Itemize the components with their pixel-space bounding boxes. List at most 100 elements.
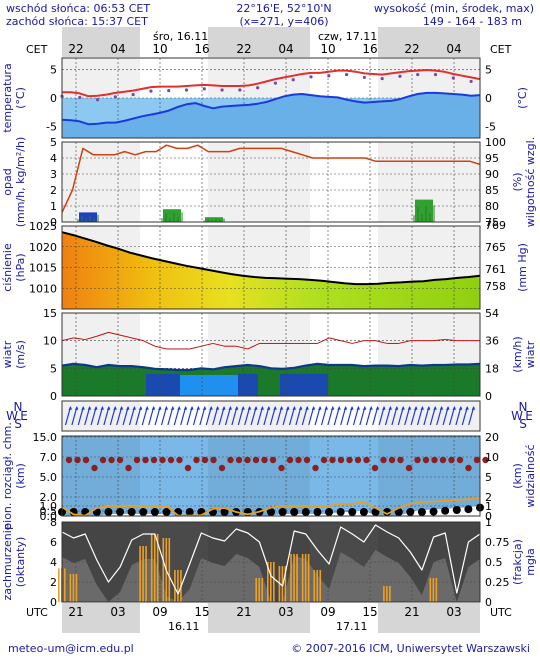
y-tick-left: 0.0	[40, 510, 58, 523]
cloud-top-dot	[405, 464, 413, 472]
night-shade	[62, 436, 140, 516]
fog-bar	[313, 570, 316, 602]
fog-bar	[69, 574, 72, 602]
pressure-panel: 1025 1020 1015 1010 769 765 761 758 ciśnienie (hP…	[1, 219, 529, 310]
sunset-text: zachód słońca: 15:37 CET	[6, 15, 148, 28]
night-shade	[208, 142, 310, 222]
axis-label-left: (hPa)	[14, 253, 27, 281]
night-shade	[208, 401, 310, 431]
compass-n-right: N	[519, 400, 528, 414]
footer-email-link[interactable]: meteo-um@icm.edu.pl	[8, 642, 134, 655]
cloud-top-dot	[286, 456, 294, 464]
cloud-top-dot	[235, 456, 243, 464]
wind-direction-arrowhead	[132, 406, 136, 410]
wind-direction-arrow	[154, 406, 161, 426]
panel-border	[61, 225, 481, 310]
wind-direction-arrow	[103, 406, 110, 426]
wind-direction-arrowhead	[138, 406, 143, 410]
compass-w-left: W	[6, 409, 18, 423]
hour-tick-label: 09	[152, 605, 167, 619]
cloud-base-dot	[383, 508, 392, 516]
precip-panel-bg	[62, 142, 480, 222]
wind-direction-arrow	[90, 406, 97, 426]
wind-direction-arrow	[359, 406, 366, 426]
ensemble-dot	[131, 92, 135, 97]
cloud-layer-fill	[62, 550, 480, 602]
y-tick-left: 1.0	[40, 500, 58, 513]
wind-direction-arrow	[276, 406, 283, 426]
wind-direction-arrow	[346, 406, 353, 426]
cloud-top-dot	[227, 456, 234, 464]
wind-direction-arrowhead	[471, 406, 476, 410]
axis-label-right: wiatr	[524, 340, 537, 368]
humidity-line	[61, 144, 481, 213]
ensemble-dot	[220, 88, 224, 92]
wind-direction-arrowhead	[452, 406, 456, 410]
wind-direction-arrowhead	[273, 406, 277, 410]
wind-direction-arrowhead	[446, 406, 450, 410]
wind-direction-arrow	[135, 406, 142, 426]
fog-bar	[168, 538, 171, 602]
y-tick-right: 0.5	[485, 556, 503, 569]
hour-tick-label: 09	[320, 605, 335, 619]
cloud-top-dot	[482, 456, 489, 464]
y-tick-left: 6	[50, 536, 57, 549]
y-tick-left: 2	[50, 576, 57, 589]
clouds-panel: 8 6 4 2 0 1 0.75 0.5 0.25 0 zachmurzenie (oktanty) (…	[1, 516, 537, 609]
ensemble-dot	[398, 74, 402, 78]
y-tick-right: 0	[485, 92, 492, 105]
compass-e-right: E	[525, 409, 533, 423]
wind-direction-arrowhead	[439, 406, 444, 410]
cloud-base-dot	[441, 506, 450, 515]
axis-label-left: pion. rozciągł. chm.	[1, 422, 14, 530]
y-tick-right: 100	[485, 136, 506, 149]
wind-direction-arrowhead	[343, 406, 348, 410]
ensemble-dot	[78, 95, 82, 100]
cloud-cover-line	[61, 524, 481, 595]
y-tick-right: 765	[485, 241, 506, 254]
cloud-top-dot	[125, 464, 132, 472]
precip-bar	[205, 217, 223, 222]
wind-direction-arrow	[250, 406, 257, 426]
axis-label-left: (mm/h, kg/m²/h)	[14, 137, 27, 228]
axis-label-right: (km/h)	[511, 336, 524, 372]
wind-direction-arrowhead	[151, 406, 156, 410]
y-tick-left: 1010	[29, 282, 57, 295]
wind-direction-arrowhead	[119, 406, 124, 410]
ensemble-dot	[238, 88, 242, 92]
wind-direction-arrowhead	[394, 406, 399, 410]
fog-bar	[258, 578, 260, 602]
y-tick-right: 2	[485, 491, 492, 504]
y-tick-left: -5	[46, 121, 57, 134]
wind-direction-arrowhead	[190, 406, 194, 410]
wind-direction-arrowhead	[350, 406, 354, 410]
wind-direction-arrow	[263, 406, 270, 426]
cloud-top-dot	[354, 456, 362, 464]
wind-direction-arrow	[199, 406, 206, 426]
visibility-line	[61, 496, 481, 517]
wind-direction-arrowhead	[330, 406, 335, 410]
hour-tick-label: 21	[236, 605, 251, 619]
wind-direction-arrow	[352, 406, 360, 426]
cloud-top-dot	[397, 456, 404, 464]
wind-gust-line	[154, 345, 167, 350]
cloud-top-dot	[133, 456, 141, 464]
wind-direction-arrowhead	[158, 406, 162, 410]
axis-label-right: (°C)	[516, 87, 529, 109]
hour-tick-label: 15	[194, 605, 209, 619]
cloud-top-dot	[371, 464, 379, 472]
axis-label-right: (mm Hg)	[516, 243, 529, 292]
cloud-base-dot	[278, 508, 287, 516]
cloud-top-dot	[431, 456, 438, 464]
fog-bar	[301, 554, 304, 602]
precip-bar	[79, 212, 97, 222]
axis-label-right: wilgotność wzgl.	[524, 137, 537, 227]
wind-direction-arrowhead	[164, 406, 168, 410]
wind-direction-arrowhead	[298, 406, 303, 410]
cloud-top-dot	[210, 456, 217, 464]
ensemble-dot	[184, 88, 189, 92]
ensemble-dot	[327, 74, 331, 78]
wind-direction-arrow	[212, 406, 219, 426]
cloud-top-dot	[74, 456, 81, 464]
